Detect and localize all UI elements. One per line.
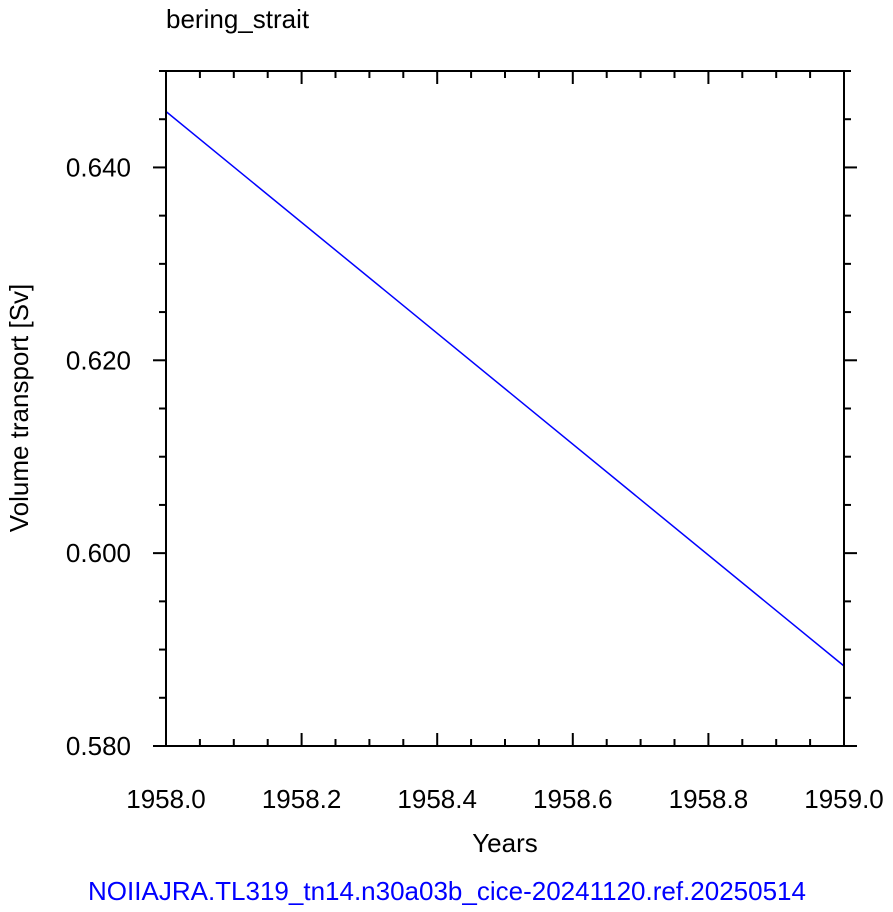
footer-label: NOIIAJRA.TL319_tn14.n30a03b_cice-2024112…: [88, 876, 806, 906]
ticks: [153, 70, 857, 747]
x-tick-labels: 1958.0 1958.2 1958.4 1958.6 1958.8 1959.0: [126, 784, 884, 814]
x-tick-label: 1959.0: [804, 784, 884, 814]
y-tick-label: 0.600: [66, 538, 131, 568]
x-tick-label: 1958.4: [397, 784, 477, 814]
chart-title: bering_strait: [166, 4, 310, 34]
x-tick-label: 1958.6: [533, 784, 613, 814]
x-tick-label: 1958.8: [669, 784, 749, 814]
series-line: [165, 110, 845, 667]
x-tick-label: 1958.2: [262, 784, 342, 814]
series-layer: [165, 110, 845, 667]
x-axis-title: Years: [472, 828, 538, 858]
y-tick-label: 0.640: [66, 152, 131, 182]
x-tick-label: 1958.0: [126, 784, 206, 814]
y-axis-title: Volume transport [Sv]: [4, 284, 34, 533]
y-tick-label: 0.620: [66, 345, 131, 375]
plot-frame: [165, 70, 845, 747]
y-tick-labels: 0.580 0.600 0.620 0.640: [66, 152, 131, 761]
y-tick-label: 0.580: [66, 731, 131, 761]
